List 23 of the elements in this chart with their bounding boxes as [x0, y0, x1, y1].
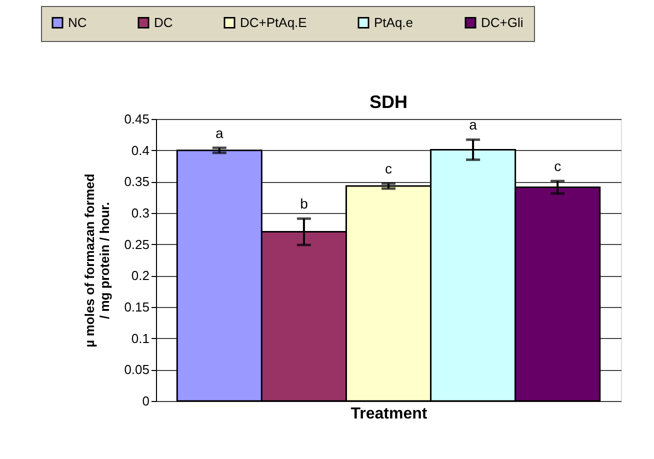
- y-tick-label: 0.3: [131, 206, 150, 220]
- y-tick-label: 0.2: [131, 268, 150, 284]
- chart-title: SDH: [369, 92, 408, 112]
- legend-label: DC: [154, 14, 173, 30]
- y-tick-label: 0.1: [131, 330, 150, 346]
- legend-label: NC: [68, 14, 87, 30]
- y-tick-label: 0.45: [124, 112, 150, 126]
- y-tick-label: 0: [142, 394, 150, 408]
- legend-label: DC+PtAq.E: [240, 14, 308, 30]
- annotation: c: [385, 160, 392, 177]
- y-tick-label: 0.15: [124, 300, 150, 314]
- y-tick-label: 0.25: [124, 236, 150, 252]
- y-axis-title: µ moles of formazan formed / mg protein / hour.: [82, 174, 112, 348]
- legend-label: DC+Gli: [481, 14, 524, 30]
- y-tick-label: 0.35: [124, 174, 150, 190]
- y-tick-label: 0.05: [124, 362, 150, 378]
- y-tick-label: 0.4: [131, 142, 150, 158]
- annotation: a: [216, 124, 224, 141]
- annotation: c: [554, 158, 562, 174]
- annotation: a: [469, 116, 478, 133]
- legend-label: PtAq.e: [374, 14, 414, 30]
- x-axis-title: Treatment: [350, 406, 428, 422]
- annotation: b: [300, 196, 308, 212]
